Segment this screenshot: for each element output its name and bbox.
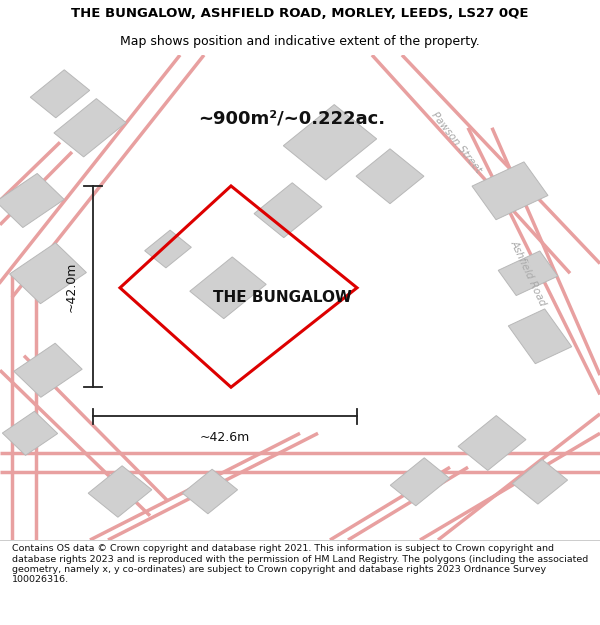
- Polygon shape: [190, 257, 266, 319]
- Text: ~42.6m: ~42.6m: [200, 431, 250, 444]
- Polygon shape: [254, 182, 322, 238]
- Polygon shape: [472, 162, 548, 220]
- Text: ~900m²/~0.222ac.: ~900m²/~0.222ac.: [198, 109, 385, 127]
- Text: Contains OS data © Crown copyright and database right 2021. This information is : Contains OS data © Crown copyright and d…: [12, 544, 588, 584]
- Text: Pawson Street: Pawson Street: [429, 110, 483, 175]
- Text: ~42.0m: ~42.0m: [65, 261, 78, 312]
- Polygon shape: [88, 466, 152, 518]
- Text: Map shows position and indicative extent of the property.: Map shows position and indicative extent…: [120, 35, 480, 48]
- Text: THE BUNGALOW, ASHFIELD ROAD, MORLEY, LEEDS, LS27 0QE: THE BUNGALOW, ASHFIELD ROAD, MORLEY, LEE…: [71, 8, 529, 20]
- Polygon shape: [391, 458, 449, 506]
- Polygon shape: [31, 70, 89, 118]
- Polygon shape: [54, 99, 126, 157]
- Polygon shape: [0, 174, 64, 228]
- Polygon shape: [512, 459, 568, 504]
- Text: THE BUNGALOW: THE BUNGALOW: [212, 290, 352, 305]
- Polygon shape: [458, 416, 526, 471]
- Polygon shape: [356, 149, 424, 204]
- Polygon shape: [182, 469, 238, 514]
- Polygon shape: [10, 242, 86, 304]
- Polygon shape: [14, 343, 82, 398]
- Polygon shape: [498, 251, 558, 296]
- Polygon shape: [283, 104, 377, 180]
- Polygon shape: [2, 411, 58, 456]
- Polygon shape: [508, 309, 572, 364]
- Text: Ashfield Road: Ashfield Road: [508, 239, 548, 308]
- Polygon shape: [145, 230, 191, 268]
